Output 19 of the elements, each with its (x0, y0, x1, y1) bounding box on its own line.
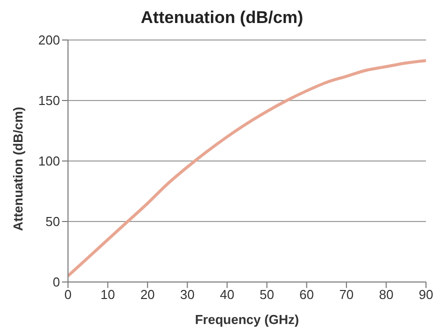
line-series (68, 59, 426, 278)
y-axis-title: Attenuation (dB/cm) (10, 106, 26, 231)
x-tick-label: 30 (180, 287, 195, 302)
x-tick-label: 40 (220, 287, 234, 302)
x-axis-title: Frequency (GHz) (194, 312, 300, 327)
y-tick-label: 100 (38, 154, 60, 169)
x-tick-label: 0 (64, 287, 72, 302)
x-tick-label: 20 (140, 287, 155, 302)
y-tick-label: 0 (52, 274, 60, 290)
y-tick-label: 200 (38, 32, 60, 48)
y-tick-label: 50 (46, 214, 60, 230)
x-tick-label: 70 (339, 287, 354, 302)
chart-title: Attenuation (dB/cm) (140, 8, 304, 29)
x-tick-label: 50 (260, 287, 274, 302)
x-tick-label: 90 (418, 287, 434, 302)
x-tick-label: 80 (378, 287, 394, 302)
y-tick-label: 150 (38, 93, 60, 108)
x-tick-label: 10 (100, 287, 116, 302)
x-tick-label: 60 (299, 287, 314, 302)
